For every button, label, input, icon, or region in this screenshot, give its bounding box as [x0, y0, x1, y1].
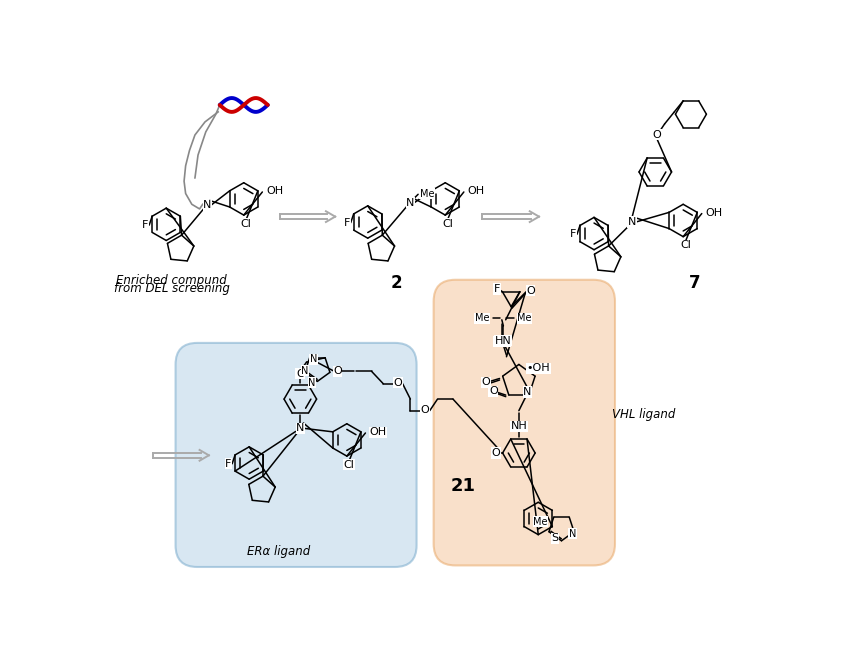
- Text: OH: OH: [266, 186, 284, 196]
- Text: 2: 2: [391, 274, 402, 292]
- Text: S: S: [552, 534, 559, 544]
- Text: OH: OH: [706, 208, 723, 217]
- Text: O: O: [333, 367, 342, 377]
- Text: Cl: Cl: [442, 219, 453, 229]
- FancyBboxPatch shape: [433, 280, 615, 566]
- Text: O: O: [491, 448, 500, 458]
- Text: N: N: [568, 529, 576, 539]
- Text: 21: 21: [451, 477, 476, 495]
- Text: N: N: [523, 387, 531, 397]
- Text: Cl: Cl: [343, 459, 355, 469]
- Text: F: F: [494, 284, 500, 294]
- Text: 7: 7: [689, 274, 701, 292]
- Text: OH: OH: [468, 186, 485, 196]
- Text: N: N: [310, 354, 317, 364]
- Text: F: F: [570, 229, 576, 239]
- Text: F: F: [142, 220, 149, 230]
- Text: OH: OH: [369, 427, 387, 437]
- Text: N: N: [628, 217, 637, 227]
- Text: N: N: [296, 424, 304, 434]
- Text: ERα ligand: ERα ligand: [247, 546, 311, 558]
- Text: N: N: [407, 198, 414, 208]
- Text: HN: HN: [493, 336, 510, 346]
- Text: O: O: [481, 377, 490, 387]
- Text: from DEL screening: from DEL screening: [113, 282, 229, 295]
- Text: F: F: [225, 459, 232, 469]
- FancyBboxPatch shape: [176, 343, 417, 567]
- Text: N: N: [301, 366, 309, 376]
- Text: HN: HN: [495, 335, 512, 345]
- Text: N: N: [203, 200, 212, 210]
- Text: Cl: Cl: [240, 219, 252, 229]
- Text: Cl: Cl: [680, 240, 691, 250]
- Text: O: O: [394, 378, 402, 388]
- Text: •OH: •OH: [527, 363, 550, 373]
- Text: Me: Me: [533, 516, 548, 526]
- Text: VHL ligand: VHL ligand: [612, 408, 676, 421]
- Text: Me: Me: [517, 313, 532, 324]
- Text: Enriched compund: Enriched compund: [116, 274, 227, 286]
- Text: F: F: [343, 217, 350, 228]
- Text: O: O: [296, 369, 304, 379]
- Text: Me: Me: [475, 313, 490, 324]
- Text: O: O: [652, 130, 661, 140]
- Text: O: O: [489, 387, 497, 396]
- Text: O: O: [526, 286, 535, 296]
- Text: NH: NH: [510, 421, 528, 431]
- Text: Me: Me: [420, 188, 434, 198]
- Text: N: N: [308, 378, 316, 388]
- Text: O: O: [420, 405, 430, 415]
